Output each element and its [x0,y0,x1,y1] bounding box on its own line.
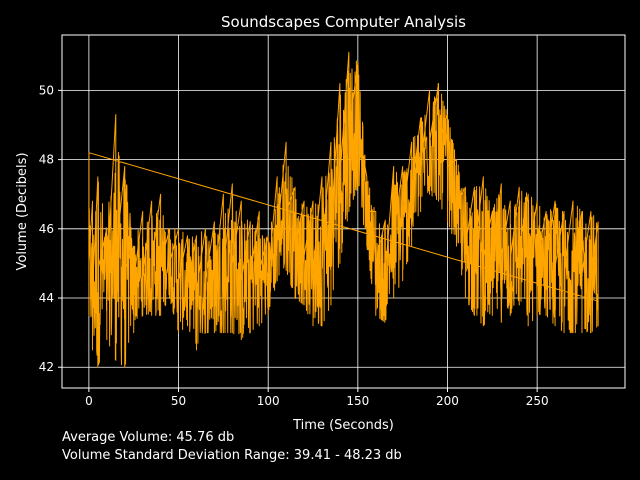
chart-title: Soundscapes Computer Analysis [221,13,466,31]
axes-frame [61,34,626,389]
ticks: 0 50 100 150 200 250 42 44 46 48 50 [39,83,549,408]
y-axis-label: Volume (Decibels) [15,152,30,270]
y-tick-label: 50 [39,83,54,97]
y-tick-label: 48 [39,153,54,167]
x-tick-label: 150 [346,394,369,408]
x-tick-label: 0 [85,394,93,408]
x-tick-label: 250 [526,394,549,408]
average-volume-text: Average Volume: 45.76 db [62,430,234,445]
x-tick-label: 100 [257,394,280,408]
series-layer [88,51,599,368]
y-tick-label: 42 [39,360,54,374]
x-tick-label: 50 [171,394,186,408]
y-tick-label: 44 [39,291,54,305]
y-tick-label: 46 [39,222,54,236]
std-range-text: Volume Standard Deviation Range: 39.41 -… [62,448,402,463]
x-axis-label: Time (Seconds) [292,418,394,433]
x-tick-label: 200 [436,394,459,408]
volume-series-line [88,51,599,368]
